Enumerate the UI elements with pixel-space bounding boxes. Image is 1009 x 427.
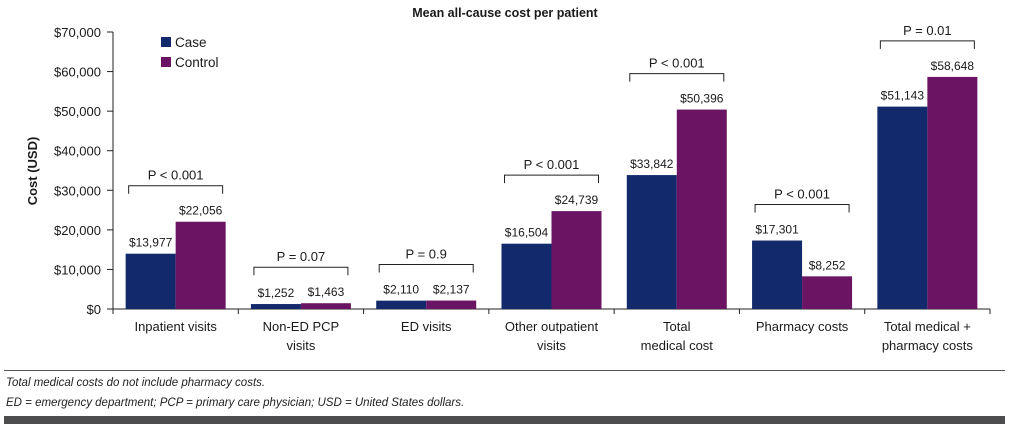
- data-label: $58,648: [931, 59, 975, 73]
- bar-control: [175, 221, 226, 309]
- significance-bracket: [754, 204, 850, 213]
- data-label: $24,739: [555, 193, 599, 207]
- divider: [4, 370, 1005, 371]
- significance-bracket: [378, 264, 474, 273]
- bar-control: [802, 276, 853, 309]
- data-label: $50,396: [680, 92, 724, 106]
- x-tick-label: pharmacy costs: [882, 338, 974, 353]
- y-tick-label: $50,000: [54, 104, 101, 119]
- chart-title: Mean all-cause cost per patient: [412, 6, 598, 20]
- data-label: $51,143: [881, 89, 925, 103]
- significance-bracket: [253, 266, 349, 276]
- footnote-1: Total medical costs do not include pharm…: [6, 377, 266, 389]
- p-value-label: P < 0.001: [649, 56, 705, 71]
- y-tick-label: $0: [87, 302, 101, 317]
- bar-case: [250, 304, 301, 309]
- bar-case: [877, 106, 928, 309]
- bar-control: [426, 300, 477, 309]
- p-value-label: P < 0.001: [148, 168, 204, 183]
- x-tick-label: visits: [286, 338, 315, 353]
- p-value-label: P = 0.01: [903, 23, 952, 38]
- legend-label-control: Control: [175, 55, 219, 70]
- bar-case: [125, 253, 176, 309]
- data-label: $8,252: [809, 258, 846, 272]
- bar-case: [376, 300, 427, 309]
- y-tick-label: $30,000: [54, 183, 101, 198]
- x-tick-label: visits: [537, 338, 566, 353]
- data-label: $1,252: [258, 286, 295, 300]
- x-tick-label: medical cost: [641, 338, 714, 353]
- x-tick-label: Inpatient visits: [134, 319, 217, 334]
- bottom-bar: [4, 416, 1005, 424]
- significance-bracket: [629, 73, 725, 82]
- y-tick-label: $40,000: [54, 144, 101, 159]
- data-label: $1,463: [308, 285, 345, 299]
- x-tick-label: Pharmacy costs: [756, 319, 849, 334]
- data-label: $13,977: [129, 236, 173, 250]
- x-tick-label: Non-ED PCP: [263, 319, 340, 334]
- x-tick-label: Total: [663, 319, 691, 334]
- y-tick-label: $20,000: [54, 223, 101, 238]
- y-tick-label: $60,000: [54, 65, 101, 80]
- legend-swatch-control: [161, 57, 171, 67]
- data-label: $22,056: [179, 204, 223, 218]
- data-label: $16,504: [505, 226, 549, 240]
- bar-case: [501, 243, 552, 309]
- bar-control: [300, 303, 351, 309]
- x-tick-label: Total medical +: [884, 319, 971, 334]
- p-value-label: P = 0.9: [406, 247, 447, 262]
- y-tick-label: $10,000: [54, 262, 101, 277]
- bar-case: [626, 175, 677, 309]
- p-value-label: P = 0.07: [277, 249, 326, 264]
- bar-control: [927, 76, 978, 310]
- significance-bracket: [879, 40, 975, 49]
- data-label: $33,842: [630, 157, 674, 171]
- legend-swatch-case: [161, 37, 171, 47]
- data-label: $17,301: [755, 223, 799, 237]
- bar-control: [551, 211, 602, 309]
- p-value-label: P < 0.001: [774, 187, 830, 202]
- y-axis-label: Cost (USD): [25, 137, 40, 206]
- footnote-2: ED = emergency department; PCP = primary…: [6, 397, 465, 409]
- bar-case: [752, 240, 803, 309]
- x-tick-label: ED visits: [401, 319, 452, 334]
- significance-bracket: [504, 174, 599, 184]
- legend-label-case: Case: [175, 35, 207, 50]
- bar-control: [676, 109, 727, 309]
- bar-chart: Mean all-cause cost per patient Cost (USD…: [25, 6, 991, 353]
- x-tick-label: Other outpatient: [505, 319, 599, 334]
- significance-bracket: [128, 185, 224, 194]
- y-tick-label: $70,000: [54, 25, 101, 40]
- data-label: $2,110: [383, 283, 419, 297]
- p-value-label: P < 0.001: [524, 157, 580, 172]
- data-label: $2,137: [433, 283, 470, 297]
